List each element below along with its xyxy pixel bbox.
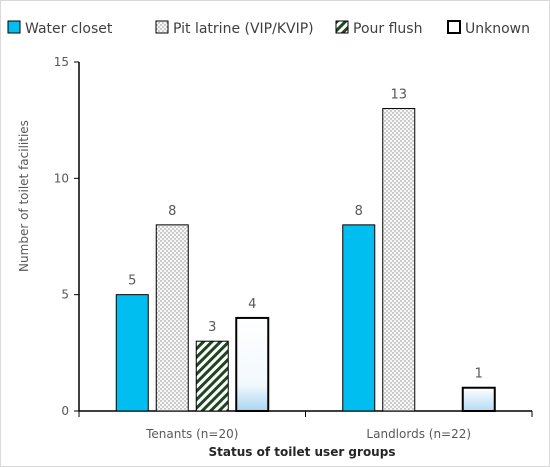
data-label: 8 bbox=[168, 204, 176, 219]
x-axis-title: Status of toilet user groups bbox=[209, 445, 396, 459]
bar bbox=[115, 294, 149, 412]
data-label: 3 bbox=[208, 320, 216, 335]
legend-swatch bbox=[7, 20, 21, 34]
y-tick-label: 5 bbox=[61, 288, 69, 302]
category-label: Landlords (n=22) bbox=[366, 427, 471, 441]
data-label: 5 bbox=[128, 274, 136, 289]
legend-swatch bbox=[447, 20, 461, 34]
legend-label: Pit latrine (VIP/KVIP) bbox=[173, 21, 314, 37]
legend: Water closet Pit latrine (VIP/KVIP) Pour f… bbox=[7, 20, 530, 37]
bar bbox=[235, 316, 270, 412]
data-label: 13 bbox=[390, 88, 407, 103]
data-label: 1 bbox=[475, 367, 483, 382]
bar bbox=[382, 108, 416, 412]
legend-swatch bbox=[335, 20, 349, 34]
bar bbox=[155, 224, 189, 412]
legend-label: Water closet bbox=[25, 21, 113, 37]
data-labels: 5 8 3 4 8 13 1 bbox=[128, 88, 483, 382]
axes: Number of toilet facilities Status of to… bbox=[17, 62, 533, 459]
y-axis-ticks: 0 5 10 15 bbox=[54, 55, 79, 418]
y-tick-label: 10 bbox=[54, 171, 69, 185]
data-label: 8 bbox=[355, 204, 363, 219]
bar bbox=[461, 386, 496, 413]
y-tick-label: 0 bbox=[61, 404, 69, 418]
category-labels: Tenants (n=20) Landlords (n=22) bbox=[145, 427, 471, 441]
y-axis-label: Number of toilet facilities bbox=[17, 120, 31, 272]
y-tick-label: 15 bbox=[54, 55, 69, 69]
legend-label: Unknown bbox=[465, 21, 530, 37]
legend-swatch bbox=[155, 20, 169, 34]
bars bbox=[115, 108, 496, 413]
legend-label: Pour flush bbox=[353, 21, 422, 37]
bar bbox=[195, 340, 229, 412]
data-label: 4 bbox=[248, 297, 256, 312]
bar bbox=[342, 224, 376, 412]
category-label: Tenants (n=20) bbox=[145, 427, 238, 441]
